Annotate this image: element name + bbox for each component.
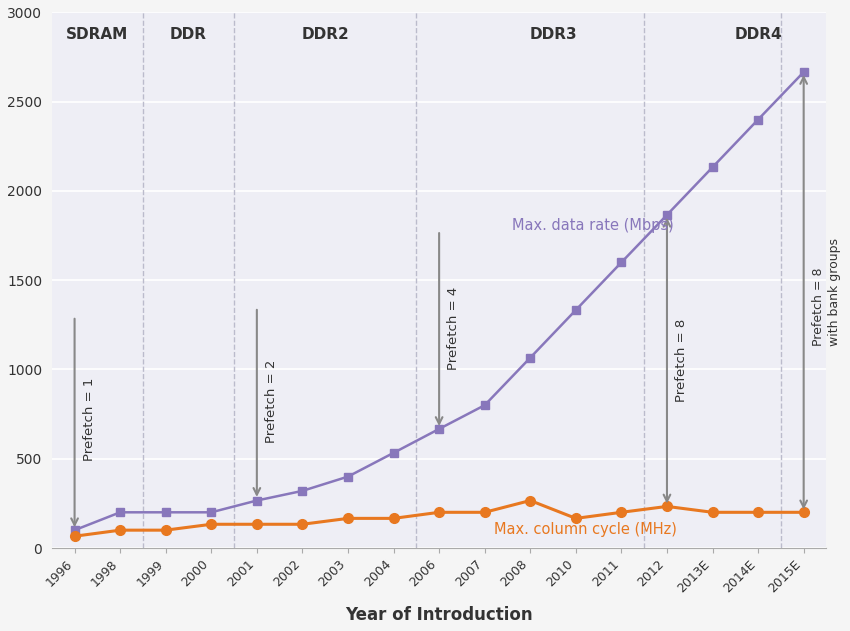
- Text: DDR4: DDR4: [734, 27, 782, 42]
- X-axis label: Year of Introduction: Year of Introduction: [345, 606, 533, 624]
- Text: Prefetch = 1: Prefetch = 1: [82, 378, 96, 461]
- Text: Max. data rate (Mbps): Max. data rate (Mbps): [512, 218, 674, 233]
- Text: SDRAM: SDRAM: [66, 27, 128, 42]
- Text: Prefetch = 2: Prefetch = 2: [265, 360, 278, 444]
- Text: Prefetch = 8: Prefetch = 8: [675, 319, 688, 402]
- Text: Prefetch = 4: Prefetch = 4: [447, 287, 461, 370]
- Text: Prefetch = 8
with bank groups: Prefetch = 8 with bank groups: [812, 238, 841, 346]
- Text: DDR3: DDR3: [530, 27, 577, 42]
- Text: DDR: DDR: [170, 27, 207, 42]
- Text: DDR2: DDR2: [302, 27, 349, 42]
- Text: Max. column cycle (MHz): Max. column cycle (MHz): [494, 522, 677, 537]
